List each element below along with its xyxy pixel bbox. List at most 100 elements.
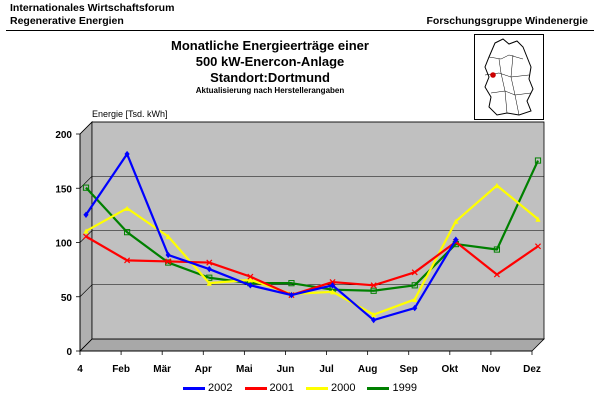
- data-point: [83, 211, 89, 218]
- y-tick-label: 0: [66, 347, 72, 358]
- legend-swatch: [306, 386, 328, 390]
- data-point: [534, 157, 542, 164]
- x-tick-label: Apr: [195, 364, 212, 375]
- data-point: [288, 280, 295, 287]
- x-tick-label: Jun: [277, 364, 295, 375]
- data-point: [411, 282, 418, 289]
- plot-frame: [79, 121, 545, 352]
- organization-name: Internationales Wirtschaftsforum Regener…: [10, 2, 174, 28]
- data-point: [206, 259, 213, 266]
- y-tick-label: 150: [55, 184, 72, 195]
- data-point: [247, 277, 253, 283]
- data-point: [123, 229, 131, 236]
- legend-item-2000: 2000: [306, 382, 355, 394]
- chart-legend: 2002 2001 2000 1999: [0, 382, 600, 398]
- series-2001: [82, 233, 542, 299]
- x-tick-label: Mär: [153, 364, 171, 375]
- gridline: [79, 175, 544, 189]
- series-line-2002: [85, 152, 457, 322]
- header-divider: [6, 30, 594, 31]
- data-point: [206, 274, 213, 281]
- x-tick-label: Nov: [481, 364, 500, 375]
- data-point: [494, 182, 500, 189]
- germany-map: [474, 34, 544, 120]
- chart-title: Monatliche Energieerträge einer 500 kW-E…: [120, 38, 420, 86]
- data-point: [206, 280, 212, 286]
- data-point: [371, 312, 377, 318]
- legend-item-2001: 2001: [244, 382, 294, 395]
- data-point: [329, 289, 336, 295]
- chart-title-line-3: Standort:Dortmund: [210, 70, 330, 85]
- series-2000: [83, 182, 541, 318]
- series-2002: [83, 150, 459, 324]
- data-point: [411, 269, 418, 276]
- legend-label: 2001: [269, 382, 294, 395]
- research-group: Forschungsgruppe Windenergie: [426, 15, 589, 27]
- organization-line-2: Regenerative Energien: [10, 15, 124, 27]
- x-tick-label: Jul: [319, 364, 334, 375]
- series-line-1999: [85, 160, 539, 292]
- series-1999: [82, 157, 542, 294]
- legend-swatch: [244, 386, 267, 390]
- gridline: [79, 121, 544, 135]
- x-tick-label: Aug: [358, 364, 377, 375]
- x-tick-label: Feb: [112, 364, 130, 375]
- gridline: [79, 338, 544, 352]
- data-point: [206, 265, 212, 273]
- legend-label: 2000: [331, 382, 356, 395]
- y-tick-label: 200: [55, 130, 72, 141]
- data-point: [370, 282, 377, 289]
- legend-label: 2002: [208, 382, 233, 395]
- chart-title-line-2: 500 kW-Enercon-Anlage: [195, 54, 345, 69]
- gridline: [79, 284, 544, 297]
- plot-floor: [79, 338, 545, 352]
- legend-swatch: [183, 386, 206, 390]
- legend-item-1999: 1999: [367, 382, 417, 395]
- data-point: [165, 251, 171, 259]
- y-tick-label: 50: [61, 293, 73, 304]
- y-tick-label: 100: [55, 239, 72, 250]
- legend-swatch: [367, 386, 390, 390]
- data-point: [493, 271, 500, 278]
- data-point: [493, 246, 501, 253]
- data-point: [288, 291, 295, 299]
- series-line-2001: [85, 235, 539, 297]
- germany-map-drawing: [484, 38, 534, 116]
- series-line-2000: [85, 184, 539, 316]
- data-point: [329, 279, 336, 286]
- data-point: [247, 282, 253, 289]
- legend-item-2002: 2002: [183, 382, 233, 395]
- data-point: [83, 228, 89, 234]
- legend-label: 1999: [392, 382, 417, 395]
- series-group: [82, 150, 542, 324]
- data-point: [124, 257, 131, 264]
- header: Internationales Wirtschaftsforum Regener…: [0, 0, 600, 32]
- data-point: [82, 184, 90, 191]
- x-tick-label: 4: [77, 364, 83, 375]
- data-point: [165, 258, 172, 265]
- data-point: [412, 296, 418, 303]
- location-marker-icon: [490, 72, 496, 78]
- x-tick-label: Sep: [400, 364, 418, 375]
- organization-line-1: Internationales Wirtschaftsforum: [10, 2, 175, 14]
- chart-title-line-1: Monatliche Energieerträge einer: [171, 38, 369, 53]
- data-point: [371, 316, 377, 324]
- data-point: [453, 236, 459, 243]
- x-tick-label: Dez: [523, 364, 541, 375]
- data-point: [247, 273, 254, 280]
- data-point: [82, 233, 90, 240]
- data-point: [370, 287, 377, 294]
- data-point: [534, 243, 542, 250]
- data-point: [535, 216, 541, 222]
- data-point: [329, 282, 336, 289]
- data-point: [124, 150, 130, 158]
- x-tick-label: Mai: [236, 364, 253, 375]
- x-tick-label: Okt: [441, 364, 458, 375]
- y-axis-label: Energie [Tsd. kWh]: [92, 109, 168, 119]
- axes: 0 50 100 150 200 4 Feb Mär Apr Mai Jun Jul Aug Sep Okt…: [55, 130, 541, 375]
- chart-subtitle: Aktualisierung nach Herstellerangaben: [195, 86, 345, 95]
- data-point: [165, 233, 171, 240]
- data-point: [453, 218, 459, 224]
- data-point: [124, 205, 130, 211]
